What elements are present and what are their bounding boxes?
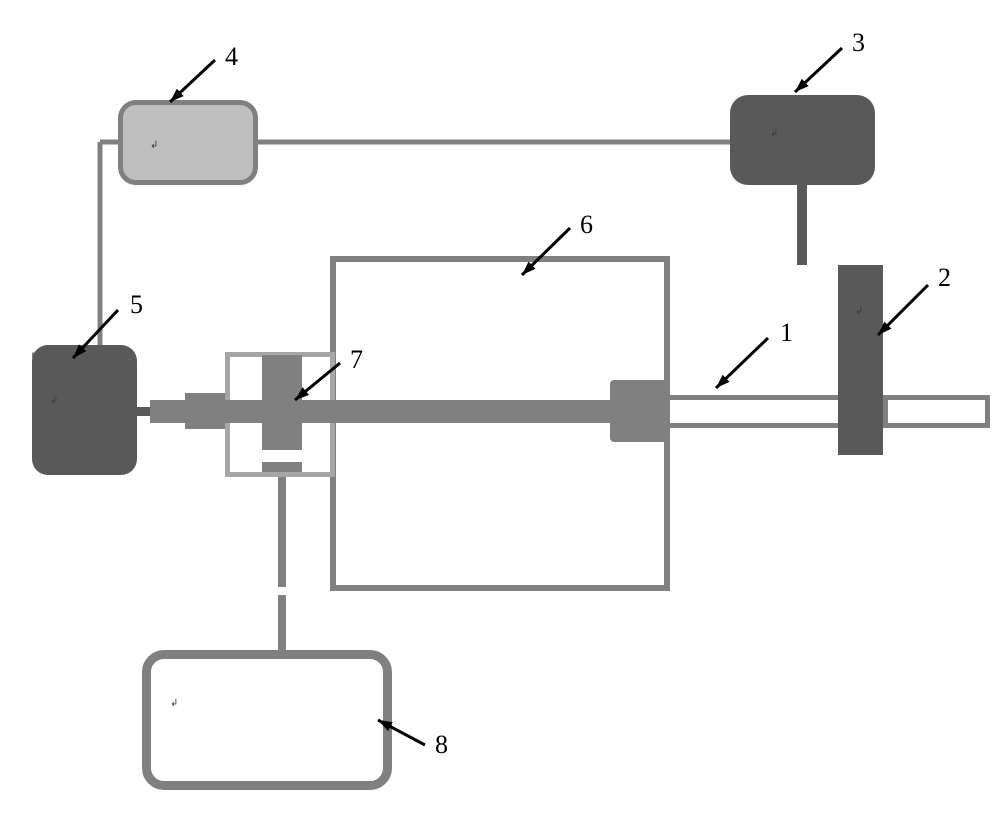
arrow-a8 [0,0,1000,827]
diagram-stage: 12345678↲↲↲↲↲ [0,0,1000,827]
